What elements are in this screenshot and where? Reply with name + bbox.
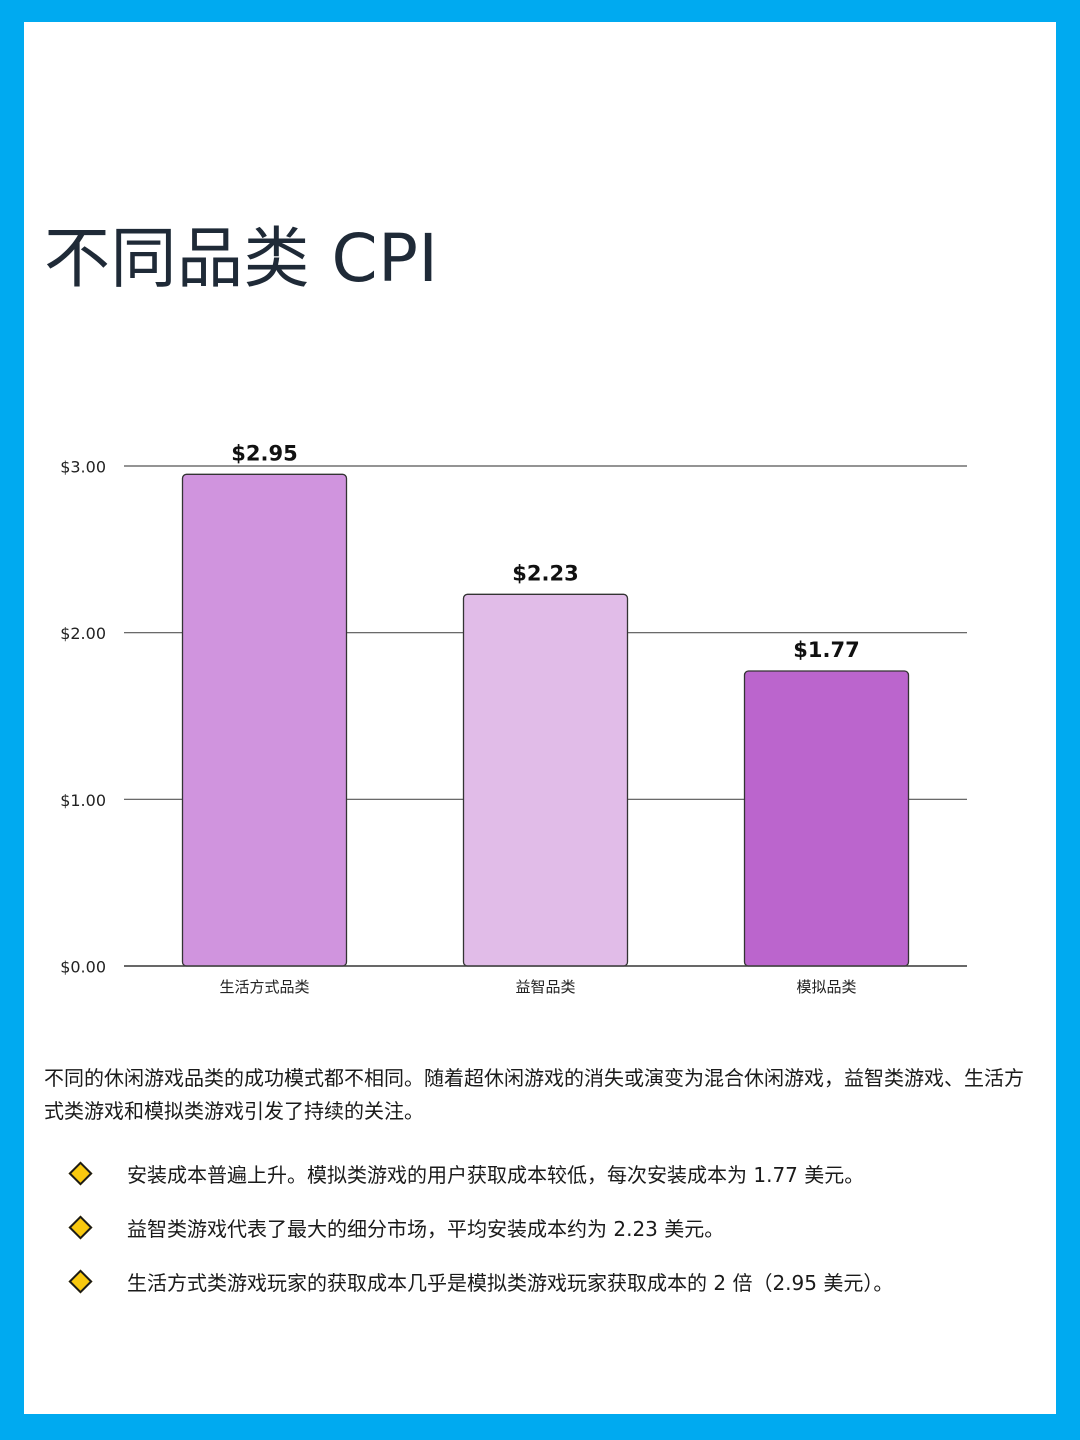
bullet-text: 益智类游戏代表了最大的细分市场，平均安装成本约为 2.23 美元。 <box>127 1216 725 1241</box>
bullet-item: 安装成本普遍上升。模拟类游戏的用户获取成本较低，每次安装成本为 1.77 美元。 <box>66 1146 1026 1200</box>
y-tick-label: $0.00 <box>60 958 106 977</box>
page-title: 不同品类 CPI <box>44 220 439 297</box>
bullet-text: 安装成本普遍上升。模拟类游戏的用户获取成本较低，每次安装成本为 1.77 美元。 <box>127 1162 865 1187</box>
y-tick-label: $2.00 <box>60 624 106 643</box>
bar <box>743 670 910 967</box>
bar-value-label: $1.77 <box>793 638 859 662</box>
bar <box>462 593 629 967</box>
x-category-label: 模拟品类 <box>796 978 856 996</box>
bar-value-label: $2.95 <box>231 441 297 465</box>
x-category-label: 益智品类 <box>515 978 575 996</box>
bullet-item: 生活方式类游戏玩家的获取成本几乎是模拟类游戏玩家获取成本的 2 倍（2.95 美… <box>66 1254 1026 1308</box>
y-tick-label: $3.00 <box>60 458 106 477</box>
intro-paragraph: 不同的休闲游戏品类的成功模式都不相同。随着超休闲游戏的消失或演变为混合休闲游戏，… <box>44 1066 1024 1123</box>
bar-chart: $0.00 $1.00 $2.00 $3.00 $2.95 生活方式品类 $2.23 益智品类… <box>60 441 967 996</box>
diamond-bullet-icon <box>68 1160 93 1186</box>
bar-value-label: $2.23 <box>512 561 578 585</box>
bullet-item: 益智类游戏代表了最大的细分市场，平均安装成本约为 2.23 美元。 <box>66 1200 1026 1254</box>
diamond-bullet-icon <box>68 1214 93 1240</box>
diamond-bullet-icon <box>68 1268 93 1294</box>
bullet-list: 安装成本普遍上升。模拟类游戏的用户获取成本较低，每次安装成本为 1.77 美元。… <box>66 1146 1026 1308</box>
bar <box>181 473 348 967</box>
bullet-text: 生活方式类游戏玩家的获取成本几乎是模拟类游戏玩家获取成本的 2 倍（2.95 美… <box>127 1270 894 1295</box>
x-category-label: 生活方式品类 <box>219 978 309 996</box>
y-tick-label: $1.00 <box>60 791 106 810</box>
